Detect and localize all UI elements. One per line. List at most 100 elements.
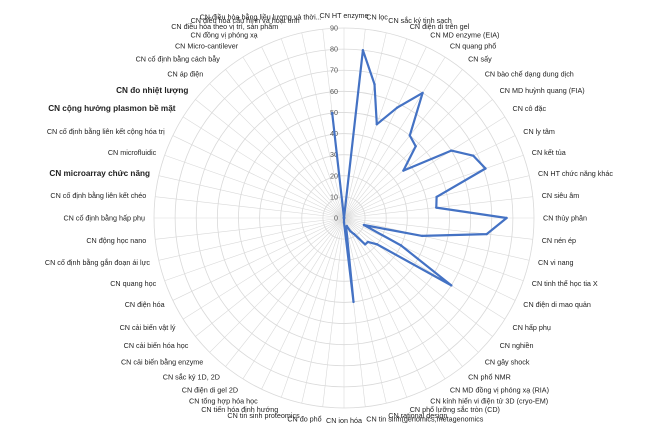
- category-label: CN cố định bằng liên kết chéo: [50, 191, 146, 200]
- grid-spoke: [242, 56, 345, 219]
- category-label: CN đo phổ: [287, 415, 321, 424]
- category-label: CN điện di trên gel: [410, 22, 470, 31]
- grid-spoke: [343, 217, 427, 390]
- category-label: CN MD enzyme (EIA): [430, 31, 499, 40]
- category-label: CN hấp phụ: [513, 323, 551, 332]
- category-label: CN điện di mao quản: [523, 300, 591, 309]
- grid-spoke: [225, 69, 345, 219]
- data-point: [349, 230, 352, 233]
- data-point: [408, 134, 411, 137]
- grid-spoke: [343, 217, 493, 337]
- grid-spoke: [182, 116, 345, 219]
- category-label: CN cải biến vật lý: [120, 323, 176, 332]
- tick-label: 30: [330, 150, 338, 159]
- grid-spoke: [164, 154, 345, 219]
- category-label: CN áp điện: [167, 69, 203, 78]
- data-point: [352, 232, 356, 236]
- data-point: [363, 243, 367, 246]
- grid-spoke: [155, 196, 345, 219]
- grid-spoke: [343, 217, 506, 320]
- category-label: CN đo nhiệt lượng: [116, 86, 188, 95]
- category-label: CN quang học: [110, 279, 156, 288]
- grid-spoke: [195, 99, 345, 219]
- grid-spoke: [261, 217, 345, 390]
- data-point: [435, 195, 438, 199]
- grid-spoke: [343, 56, 446, 219]
- data-point: [331, 111, 334, 115]
- category-label: CN bào chế dạng dung dịch: [485, 69, 574, 78]
- category-label: CN siêu âm: [542, 191, 580, 200]
- grid-spoke: [343, 116, 506, 219]
- category-label: CN điện di gel 2D: [182, 386, 238, 395]
- category-label: CN cố định bằng cách bẫy: [136, 54, 221, 63]
- category-label: CN điều hòa bằng liều lượng và thời...: [200, 12, 322, 21]
- data-point: [345, 227, 348, 230]
- data-point: [345, 224, 348, 228]
- category-label: CN nghiền: [500, 341, 534, 350]
- category-label: CN ly tâm: [523, 127, 555, 136]
- grid-spoke: [343, 69, 463, 219]
- category-label: CN đồng vị phóng xạ: [191, 31, 258, 40]
- category-label: CN nén ép: [542, 236, 576, 245]
- category-label: CN sấy: [468, 54, 492, 63]
- category-label: CN sắc ký tinh sạch: [388, 16, 452, 25]
- category-label: CN HT chức năng khác: [538, 169, 613, 178]
- category-label: CN quang phổ: [450, 42, 496, 51]
- tick-label: 50: [330, 108, 338, 117]
- grid-spoke: [343, 217, 524, 282]
- grid-spoke: [158, 217, 345, 261]
- grid-spoke: [343, 135, 516, 219]
- grid-spoke: [225, 217, 345, 367]
- tick-label: 60: [330, 87, 338, 96]
- grid-spoke: [261, 46, 345, 219]
- grid-spoke: [155, 217, 345, 240]
- data-point: [414, 145, 417, 148]
- category-label: CN cố định bằng gắn đoạn ái lực: [45, 258, 151, 267]
- category-label: CN cải biến bằng enzyme: [121, 358, 203, 367]
- data-point: [450, 149, 453, 152]
- grid-spoke: [343, 99, 493, 219]
- grid-spoke: [172, 217, 345, 301]
- category-label: CN tiến hóa định hướng: [201, 405, 278, 414]
- category-label: CN kính hiển vi điện tử 3D (cryo-EM): [430, 396, 548, 405]
- category-label: CN tổng hợp hóa học: [189, 396, 258, 405]
- tick-label: 0: [334, 214, 338, 223]
- grid-spoke: [343, 217, 387, 404]
- grid-spoke: [301, 32, 345, 219]
- tick-label: 80: [330, 45, 338, 54]
- category-label: CN phổ lưỡng sắc tròn (CD): [410, 405, 500, 414]
- data-point: [395, 106, 399, 109]
- data-point: [373, 83, 376, 86]
- category-label: CN gây shock: [485, 358, 530, 367]
- category-label: CN cộng hưởng plasmon bề mặt: [48, 104, 176, 113]
- grid-spoke: [280, 217, 345, 398]
- grid-spoke: [280, 38, 345, 219]
- data-point: [362, 223, 366, 227]
- tick-label: 10: [330, 192, 338, 201]
- data-point: [342, 216, 346, 220]
- category-label: CN tin sinh proteomics: [227, 411, 300, 420]
- category-label: CN microarray chức năng: [49, 169, 150, 178]
- category-label: CN thủy phân: [543, 214, 587, 223]
- grid-spoke: [209, 217, 345, 353]
- grid-spoke: [195, 217, 345, 337]
- grid-spoke: [343, 83, 479, 219]
- category-label: CN rational design: [388, 411, 447, 420]
- category-label: CN MD đồng vị phóng xạ (RIA): [450, 386, 549, 395]
- category-label: CN động học nano: [86, 236, 146, 245]
- grid-spoke: [343, 217, 530, 261]
- grid-spoke: [182, 217, 345, 320]
- grid-spoke: [322, 217, 345, 407]
- data-point: [402, 169, 405, 172]
- grid-spoke: [242, 217, 345, 380]
- category-label: CN HT enzyme: [320, 11, 369, 20]
- category-label: CN lọc: [366, 12, 388, 21]
- category-label: CN sắc ký 1D, 2D: [163, 373, 220, 382]
- category-label: CN cải biến hóa học: [124, 341, 189, 350]
- data-point: [366, 240, 370, 244]
- category-label: CN vi nang: [538, 258, 574, 267]
- grid-spoke: [164, 217, 345, 282]
- data-point: [450, 284, 453, 287]
- category-label: CN điều hòa cấu hình và hoạt tính: [191, 16, 300, 25]
